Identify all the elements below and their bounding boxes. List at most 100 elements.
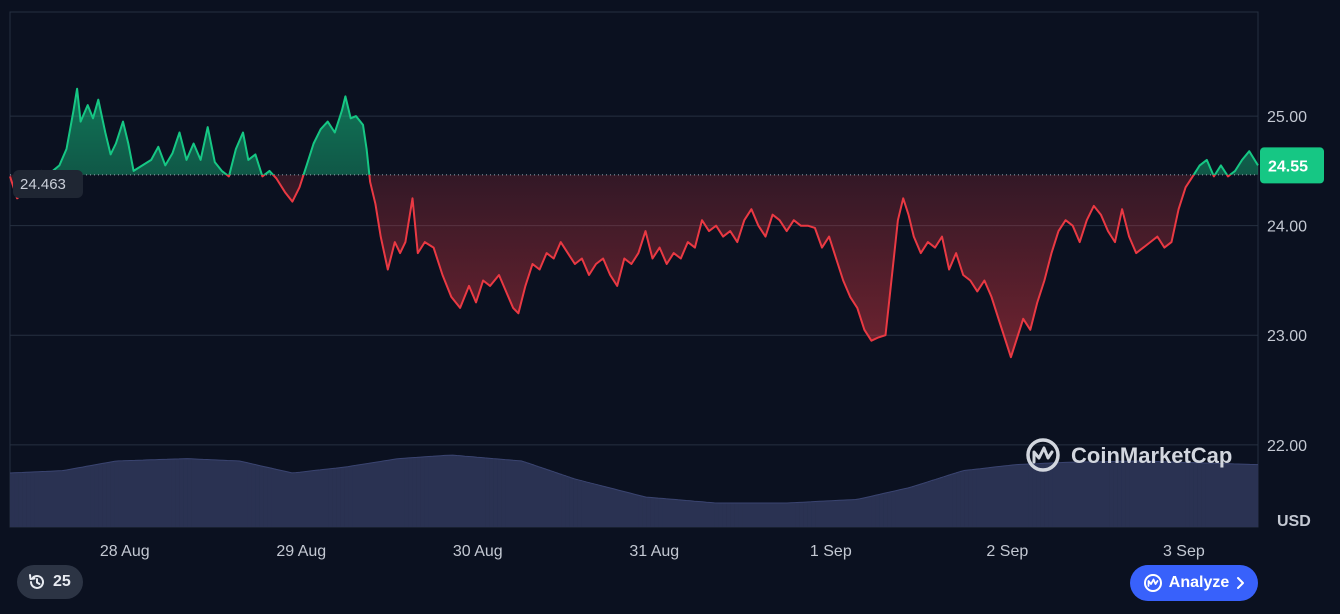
volume-bar [158,459,164,527]
volume-bar [871,495,876,527]
volume-bar [1048,463,1053,527]
volume-bar [541,468,546,527]
volume-bar [811,501,816,527]
x-axis: 28 Aug 29 Aug 30 Aug 31 Aug 1 Sep 2 Sep 3 Sep [100,543,1205,560]
volume-bar [960,470,965,527]
volume-bar [1016,464,1021,527]
volume-bar [102,463,107,527]
price-area-up [10,88,1258,175]
y-tick-label: 25.00 [1267,109,1307,126]
volume-bar [1157,461,1162,527]
volume-bar [823,501,828,527]
volume-bar [972,469,977,527]
volume-bar [14,472,19,527]
volume-bar [243,462,248,527]
volume-bar [122,460,128,527]
volume-bar [617,490,623,527]
volume-bar [851,499,856,527]
volume-bar [106,462,111,527]
x-tick-label: 28 Aug [100,543,150,560]
volume-bar [259,466,264,527]
volume-bar [1088,461,1094,527]
current-price-text: 24.55 [1268,158,1308,175]
volume-bar [1056,462,1062,527]
volume-bar [1233,463,1239,527]
volume-bar [436,455,442,527]
x-tick-label: 2 Sep [986,543,1028,560]
volume-bar [1245,464,1251,527]
watermark-brand-text: CoinMarketCap [1071,443,1232,468]
volume-bar [513,460,518,527]
volume-bar [835,500,840,527]
coinmarketcap-watermark: CoinMarketCap [1026,438,1232,472]
volume-bar [493,458,498,527]
volume-bar [762,503,768,527]
volume-bar [996,466,1001,527]
volume-bar [235,460,240,527]
volume-bar [364,463,369,527]
volume-bar [766,503,772,527]
coinmarketcap-logo-icon [1026,438,1060,472]
current-price-badge-bg [1260,147,1324,184]
volume-bar [86,465,91,527]
volume-bar [1137,461,1142,527]
volume-bar [360,464,365,527]
volume-bar [698,501,703,527]
volume-bar [146,459,152,527]
volume-bar [348,466,353,527]
volume-bar [472,457,478,527]
volume-bar [175,458,180,527]
volume-bar [1060,462,1066,527]
analyze-button[interactable]: Analyze [1130,565,1258,601]
volume-bar [988,467,993,527]
volume-bar [211,459,216,527]
volume-bar [948,474,953,527]
x-tick-label: 29 Aug [276,543,326,560]
volume-bar [324,469,329,527]
volume-bar [919,483,925,527]
current-price-badge: 24.55 [1260,147,1324,184]
volume-bar [207,459,212,527]
volume-bar [150,459,156,527]
volume-bar [646,497,651,527]
volume-bar [589,483,595,527]
volume-bar [54,470,59,527]
volume-bar [1044,463,1049,527]
volume-bar [1193,462,1198,527]
volume-bar [191,458,196,527]
volume-bar [690,500,695,527]
volume-bar [319,469,325,527]
volume-bar [26,472,31,527]
volume-bar [154,459,160,527]
volume-bar [1040,463,1045,527]
volume-bar [428,456,434,527]
volume-bar [726,503,731,527]
volume-bar [70,468,75,527]
y-axis: 25.00 24.00 23.00 22.00 [1267,109,1307,455]
volume-bar [609,488,615,527]
volume-bar [416,457,421,527]
volume-bar [774,503,780,527]
baseline-label-bg [13,170,83,198]
volume-bar [581,481,586,527]
x-tick-label: 1 Sep [810,543,852,560]
volume-bar [432,456,438,527]
volume-bar [42,471,47,527]
history-badge[interactable]: 25 [17,565,83,599]
volume-bar [66,469,71,527]
y-tick-label: 24.00 [1267,219,1307,236]
volume-bar [215,459,220,527]
volume-bar [734,503,739,527]
volume-bar [915,485,921,527]
volume-bar [1145,461,1150,527]
volume-bar [1181,462,1186,527]
price-line [9,87,1259,359]
volume-bar [476,457,482,527]
volume-bar [1141,461,1146,527]
volume-bar [1169,461,1174,527]
volume-bar [1076,462,1082,527]
volume-bar [271,468,277,527]
volume-bar [1121,461,1126,527]
volume-bar [907,487,913,527]
